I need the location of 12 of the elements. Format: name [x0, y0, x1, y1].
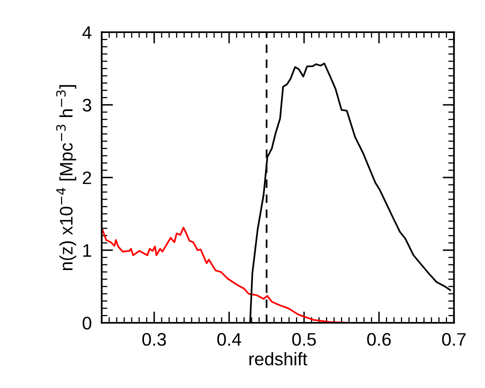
x-tick-label: 0.5 [292, 333, 316, 346]
y-tick-label: 3 [82, 98, 92, 112]
y-tick-label: 1 [83, 244, 92, 257]
x-tick-label: 0.6 [367, 333, 391, 346]
y-tick-label: 4 [82, 26, 92, 39]
y-tick-label: 0 [82, 316, 92, 330]
x-tick-label: 0.4 [217, 333, 242, 346]
y-axis-title: n(z) x10$^{−4}$ [Mpc$^{−3}$ h$^{−3}$] [56, 85, 76, 270]
x-tick-label: 0.3 [142, 333, 166, 346]
y-tick-label: 2 [82, 171, 92, 184]
x-tick-label: 0.7 [442, 333, 466, 346]
x-axis-title: redshift [249, 352, 308, 366]
